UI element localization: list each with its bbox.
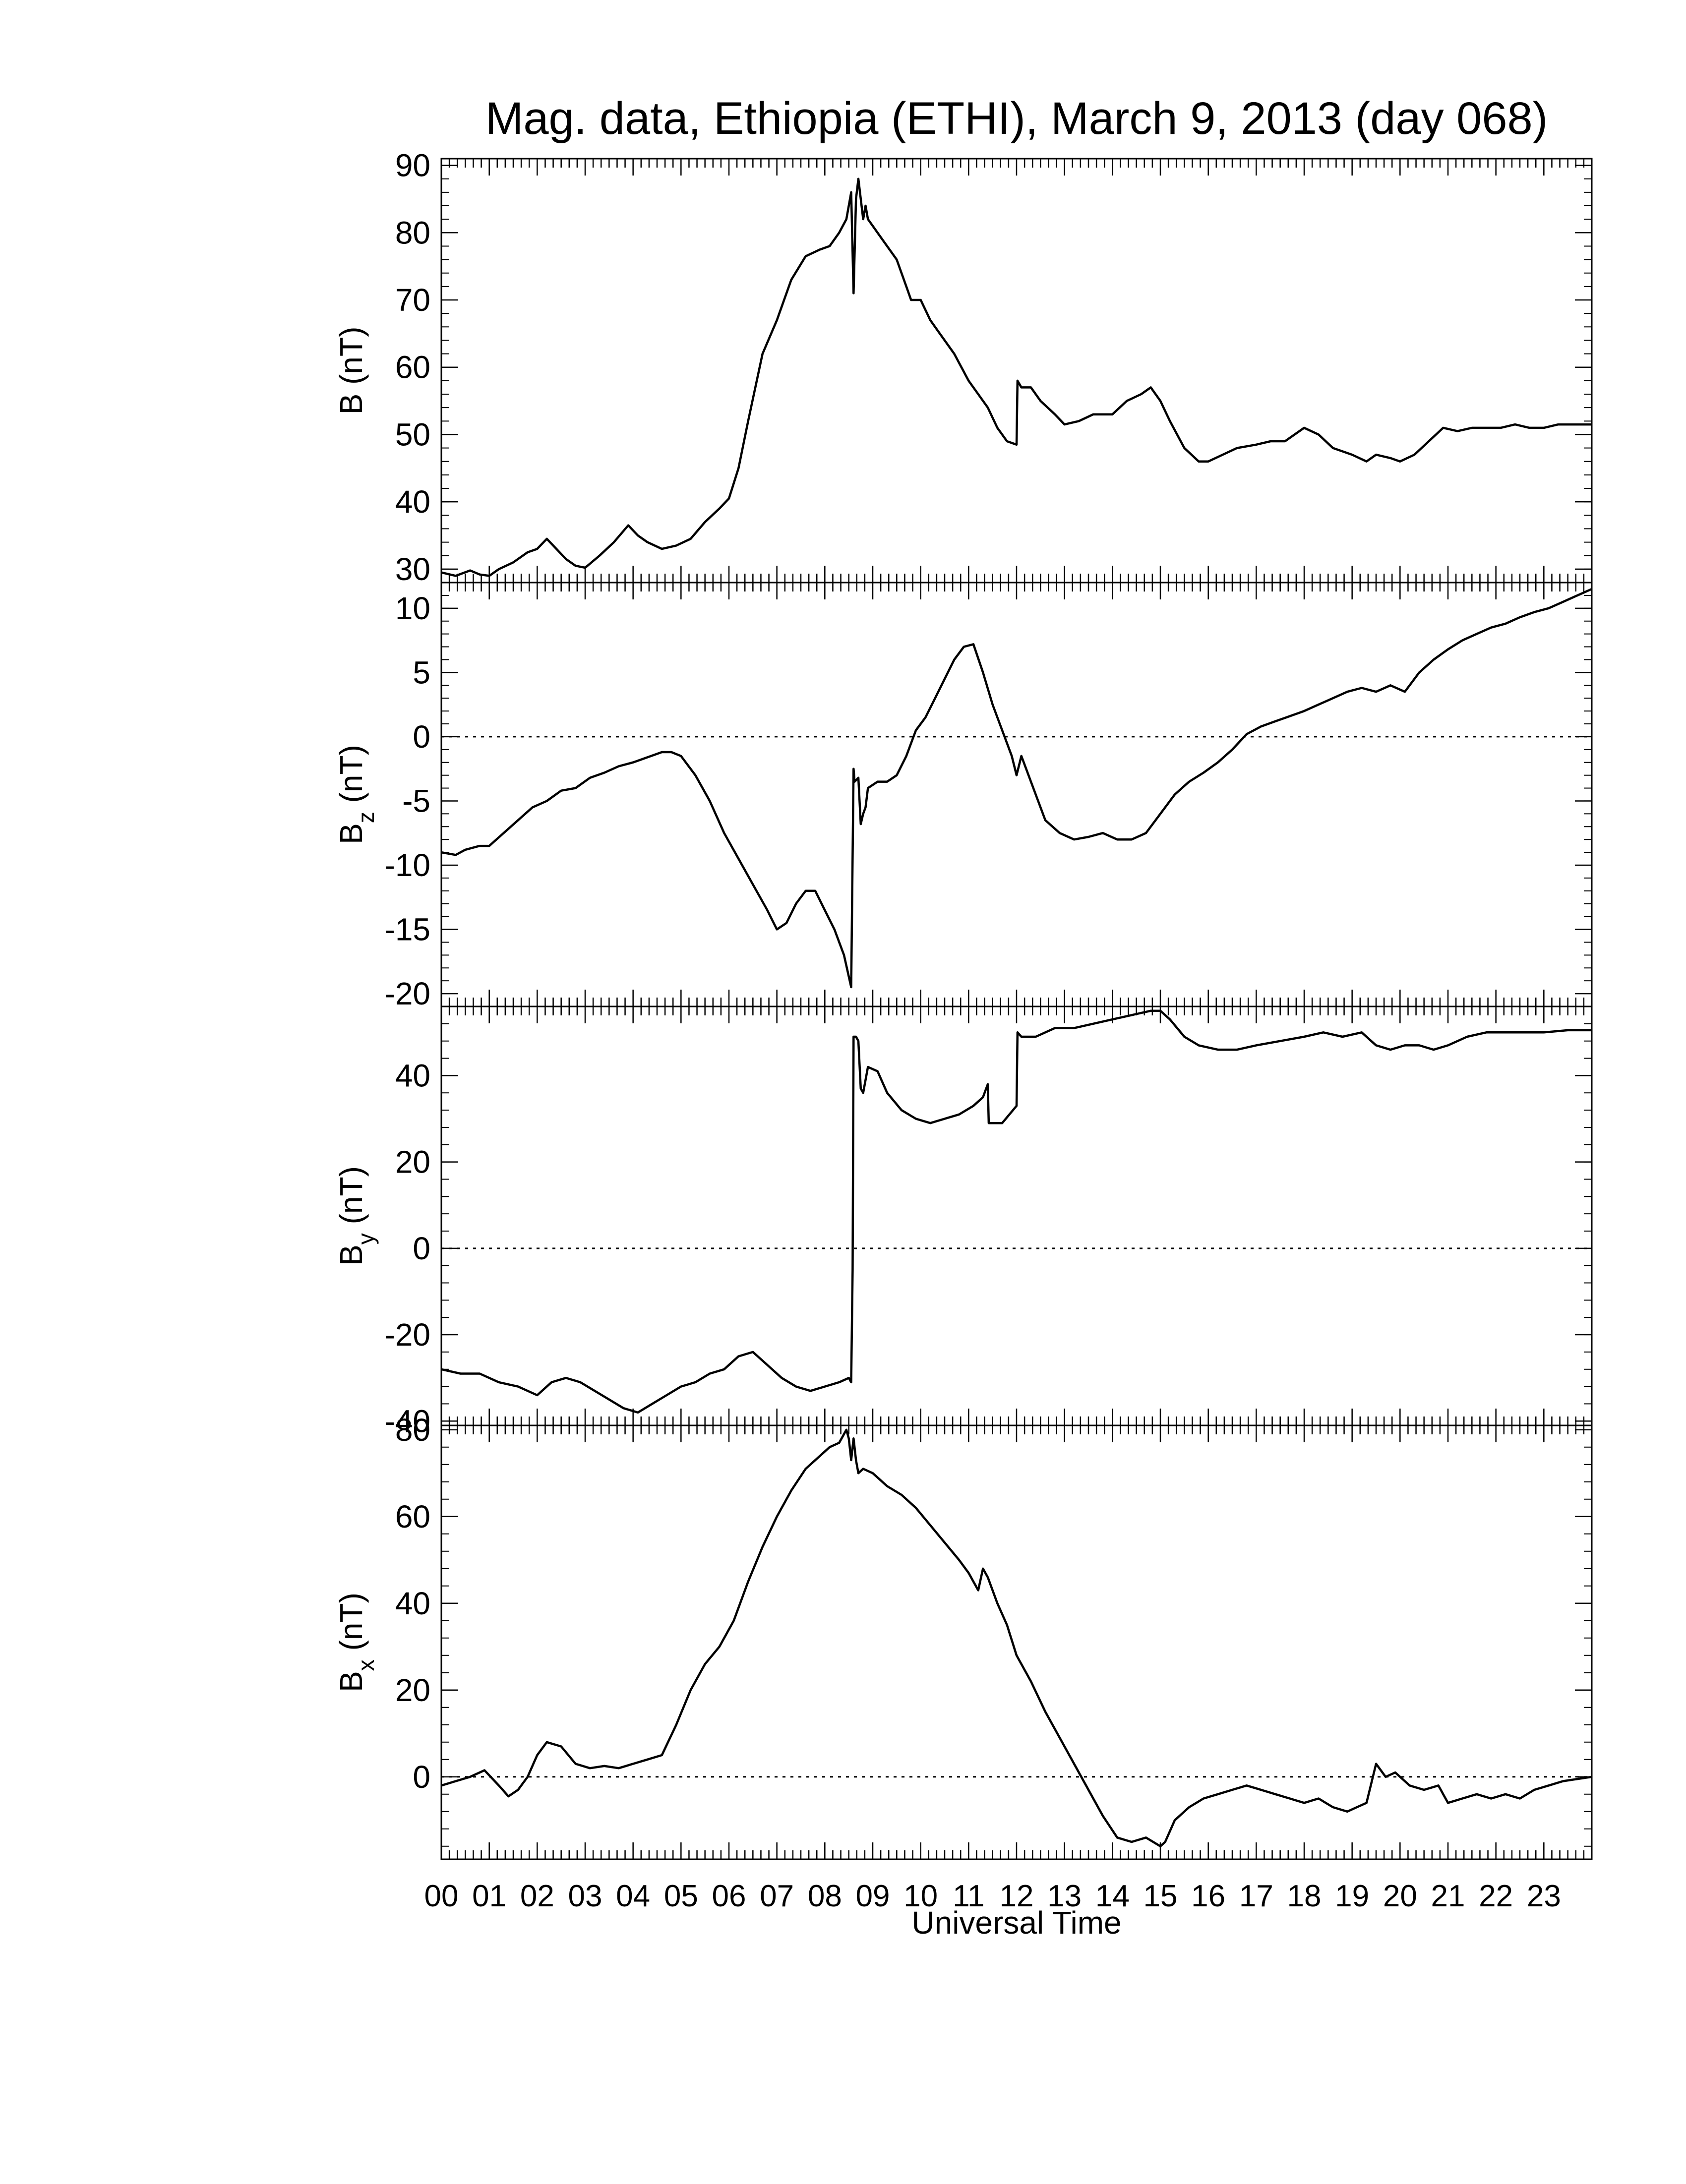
x-tick-label: 03 <box>568 1879 602 1913</box>
y-tick-label: -20 <box>385 976 431 1011</box>
data-series-line <box>441 1009 1592 1414</box>
y-tick-label: -5 <box>402 783 430 819</box>
x-tick-label: 20 <box>1383 1879 1417 1913</box>
x-tick-label: 11 <box>953 1879 984 1913</box>
x-tick-label: 08 <box>808 1879 842 1913</box>
x-tick-label: 14 <box>1095 1879 1130 1913</box>
figure-title: Mag. data, Ethiopia (ETHI), March 9, 201… <box>485 93 1548 144</box>
y-tick-label: 60 <box>395 1499 430 1535</box>
y-tick-label: 0 <box>413 1231 430 1266</box>
y-tick-label: -15 <box>385 912 431 947</box>
y-tick-label: 0 <box>413 1759 430 1795</box>
x-axis-label: Universal Time <box>911 1905 1121 1941</box>
y-tick-label: 20 <box>395 1672 430 1708</box>
panel-frame <box>440 1424 1593 1860</box>
y-axis-label: Bx (nT) <box>333 1593 379 1692</box>
y-axis-label: Bz (nT) <box>333 745 379 844</box>
x-tick-label: 10 <box>903 1879 938 1913</box>
y-tick-label: 0 <box>413 719 430 755</box>
panel-frame <box>440 158 1593 584</box>
data-series-line <box>441 588 1592 989</box>
x-tick-label: 12 <box>1000 1879 1034 1913</box>
y-tick-label: 30 <box>395 551 430 587</box>
x-tick-label: 19 <box>1335 1879 1369 1913</box>
x-tick-label: 02 <box>520 1879 554 1913</box>
x-tick-label: 04 <box>616 1879 650 1913</box>
x-tick-label: 07 <box>760 1879 794 1913</box>
y-tick-label: 5 <box>413 654 430 690</box>
y-tick-label: 80 <box>395 1412 430 1448</box>
y-axis-label: By (nT) <box>333 1166 379 1266</box>
x-tick-label: 21 <box>1431 1879 1465 1913</box>
panel-2: -40 -20 0 20 40 By (nT) <box>333 1005 1593 1439</box>
y-tick-label: 90 <box>395 148 430 183</box>
x-tick-label: 00 <box>424 1879 459 1913</box>
y-tick-label: 40 <box>395 484 430 520</box>
y-tick-label: 50 <box>395 416 430 452</box>
x-tick-label: 17 <box>1239 1879 1273 1913</box>
x-tick-label: 06 <box>712 1879 746 1913</box>
y-tick-label: -40 <box>385 1403 431 1439</box>
data-series-line <box>441 177 1592 577</box>
y-tick-label: 70 <box>395 282 430 318</box>
data-series-line <box>441 1428 1592 1848</box>
y-tick-label: -20 <box>385 1317 431 1353</box>
y-tick-label: 20 <box>395 1144 430 1180</box>
x-tick-label: 16 <box>1191 1879 1225 1913</box>
x-tick-label: 18 <box>1287 1879 1322 1913</box>
x-tick-label: 05 <box>664 1879 698 1913</box>
x-tick-label: 13 <box>1047 1879 1082 1913</box>
y-tick-label: 40 <box>395 1586 430 1621</box>
y-tick-label: 80 <box>395 215 430 250</box>
panel-frame <box>440 582 1593 1007</box>
y-axis-label: B (nT) <box>333 327 369 415</box>
x-tick-label: 01 <box>472 1879 506 1913</box>
y-tick-label: 10 <box>395 590 430 626</box>
x-tick-label: 15 <box>1144 1879 1178 1913</box>
y-tick-label: -10 <box>385 847 431 883</box>
x-tick-label: 09 <box>856 1879 890 1913</box>
y-tick-label: 40 <box>395 1058 430 1093</box>
panel-0: 30 40 50 60 70 80 90 B (nT) <box>333 148 1593 587</box>
panel-3: 0 20 40 60 80 Bx (nT) <box>333 1412 1593 1860</box>
x-tick-label: 23 <box>1527 1879 1561 1913</box>
panel-1: -20 -15 -10 -5 0 5 10 Bz (nT) <box>333 582 1593 1011</box>
x-tick-label: 22 <box>1479 1879 1513 1913</box>
y-tick-label: 60 <box>395 350 430 385</box>
